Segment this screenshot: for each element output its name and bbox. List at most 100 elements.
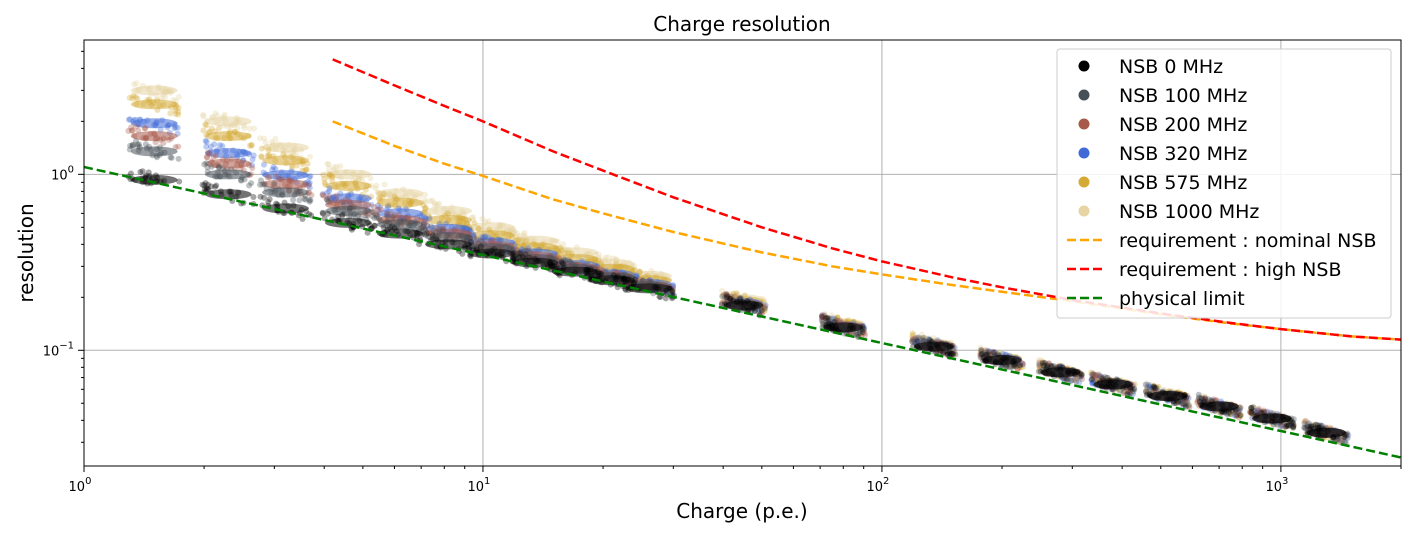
scatter-dot: [326, 193, 333, 200]
scatter-dot: [167, 104, 174, 111]
scatter-dot: [1316, 423, 1323, 430]
scatter-dot: [364, 229, 371, 236]
scatter-dot: [157, 136, 164, 143]
legend-marker: [1078, 176, 1090, 188]
scatter-dot: [1019, 364, 1026, 371]
scatter-dot: [205, 150, 212, 157]
scatter-dot: [1127, 385, 1134, 392]
scatter-dot: [1256, 407, 1263, 414]
scatter-dot: [648, 267, 655, 274]
scatter-dot: [533, 258, 540, 265]
scatter-dot: [819, 319, 826, 326]
legend-marker: [1078, 89, 1090, 101]
scatter-dot: [327, 196, 334, 203]
scatter-dot: [1180, 403, 1187, 410]
scatter-dot: [517, 249, 524, 256]
scatter-dot: [1286, 421, 1293, 428]
scatter-dot: [1041, 359, 1048, 366]
scatter-dot: [750, 305, 757, 312]
scatter-dot: [1077, 372, 1084, 379]
scatter-dot: [142, 134, 149, 141]
scatter-dot: [375, 206, 382, 213]
scatter-dot: [126, 116, 133, 123]
scatter-dot: [722, 301, 729, 308]
scatter-dot: [832, 316, 839, 323]
scatter-dot: [597, 270, 604, 277]
scatter-dot: [1301, 420, 1308, 427]
scatter-dot: [1153, 385, 1160, 392]
scatter-dot: [989, 348, 996, 355]
scatter-dot: [273, 200, 280, 207]
scatter-dot: [622, 278, 629, 285]
scatter-dot: [913, 338, 920, 345]
scatter-dot: [718, 299, 725, 306]
scatter-dot: [1181, 394, 1188, 401]
scatter-dot: [475, 225, 482, 232]
scatter-dot: [613, 261, 620, 268]
legend-marker: [1078, 205, 1090, 217]
scatter-dot: [1201, 401, 1208, 408]
scatter-dot: [249, 156, 256, 163]
scatter-dot: [332, 207, 339, 214]
scatter-dot: [1185, 402, 1192, 409]
scatter-dot: [1333, 436, 1340, 443]
scatter-dot: [522, 233, 529, 240]
scatter-dot: [287, 150, 294, 157]
scatter-dot: [1146, 383, 1153, 390]
scatter-dot: [1153, 385, 1160, 392]
scatter-dot: [1113, 376, 1120, 383]
scatter-dot: [1317, 428, 1324, 435]
scatter-dot: [909, 334, 916, 341]
scatter-dot: [149, 152, 156, 159]
scatter-dot: [238, 162, 245, 169]
scatter-dot: [1195, 398, 1202, 405]
scatter-dot: [566, 246, 573, 253]
scatter-dot: [516, 250, 523, 257]
scatter-dot: [164, 122, 171, 129]
scatter-dot: [615, 273, 622, 280]
scatter-dot: [167, 89, 174, 96]
scatter-dot: [1226, 406, 1233, 413]
scatter-dot: [1129, 386, 1136, 393]
scatter-dot: [859, 329, 866, 336]
scatter-dot: [280, 151, 287, 158]
scatter-dot: [1290, 421, 1297, 428]
scatter-dot: [1339, 438, 1346, 445]
scatter-dot: [847, 322, 854, 329]
scatter-dot: [490, 231, 497, 238]
scatter-dot: [233, 119, 240, 126]
scatter-dot: [1127, 388, 1134, 395]
scatter-dot: [510, 227, 517, 234]
data-point: [262, 203, 309, 214]
scatter-dot: [272, 173, 279, 180]
scatter-dot: [146, 99, 153, 106]
scatter-dot: [436, 221, 443, 228]
scatter-dot: [1076, 373, 1083, 380]
scatter-dot: [944, 350, 951, 357]
scatter-dot: [1042, 361, 1049, 368]
scatter-dot: [299, 216, 306, 223]
scatter-dot: [302, 192, 309, 199]
scatter-dot: [725, 301, 732, 308]
scatter-dot: [126, 116, 133, 123]
scatter-dot: [861, 330, 868, 337]
scatter-dot: [1048, 363, 1055, 370]
scatter-dot: [1307, 425, 1314, 432]
scatter-dot: [947, 351, 954, 358]
scatter-dot: [209, 159, 216, 166]
scatter-dot: [1077, 373, 1084, 380]
scatter-dot: [1237, 412, 1244, 419]
scatter-dot: [270, 153, 277, 160]
scatter-dot: [128, 127, 135, 134]
scatter-dot: [286, 142, 293, 149]
scatter-dot: [163, 88, 170, 95]
scatter-dot: [377, 194, 384, 201]
scatter-dot: [1078, 376, 1085, 383]
scatter-dot: [1200, 396, 1207, 403]
scatter-dot: [1251, 409, 1258, 416]
scatter-dot: [556, 251, 563, 258]
scatter-dot: [275, 192, 282, 199]
scatter-dot: [1341, 438, 1348, 445]
scatter-dot: [392, 199, 399, 206]
scatter-dot: [1008, 363, 1015, 370]
